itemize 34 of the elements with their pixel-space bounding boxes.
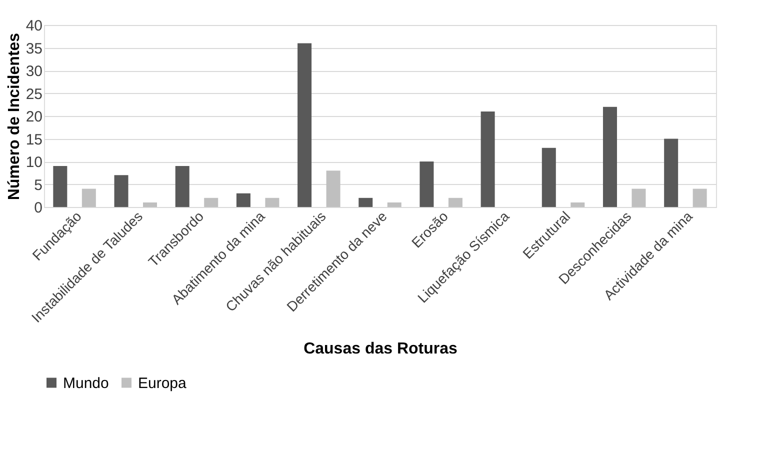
bar (236, 193, 250, 207)
bar (204, 198, 218, 207)
bar (143, 202, 158, 207)
legend-label: Europa (138, 374, 188, 392)
bar (358, 198, 373, 207)
bar (175, 166, 190, 207)
bar (542, 148, 556, 207)
bar (664, 138, 678, 207)
y-tick-label: 15 (26, 131, 42, 148)
bar (692, 188, 707, 207)
bar (420, 162, 434, 207)
y-tick-label: 25 (26, 86, 42, 103)
bar (53, 166, 68, 207)
bar (480, 111, 495, 207)
legend-label: Mundo (63, 374, 109, 392)
bar (326, 170, 340, 207)
bar (298, 43, 312, 207)
y-tick-label: 0 (34, 200, 42, 216)
y-tick-label: 20 (26, 108, 42, 126)
bar (448, 198, 462, 207)
y-tick-label: 5 (34, 176, 42, 194)
y-tick-label: 35 (26, 40, 42, 58)
bar (387, 202, 402, 207)
bar (602, 106, 617, 207)
bar (82, 188, 96, 207)
y-tick-label: 40 (26, 18, 42, 34)
y-tick-label: 10 (26, 154, 42, 171)
x-axis-title: Causas das Roturas (304, 340, 458, 358)
y-tick-label: 30 (26, 63, 42, 80)
bar (570, 202, 585, 207)
bar (632, 188, 646, 207)
y-axis-title: Número de Incidentes (6, 32, 23, 200)
bar (265, 198, 280, 207)
bar (114, 175, 128, 207)
